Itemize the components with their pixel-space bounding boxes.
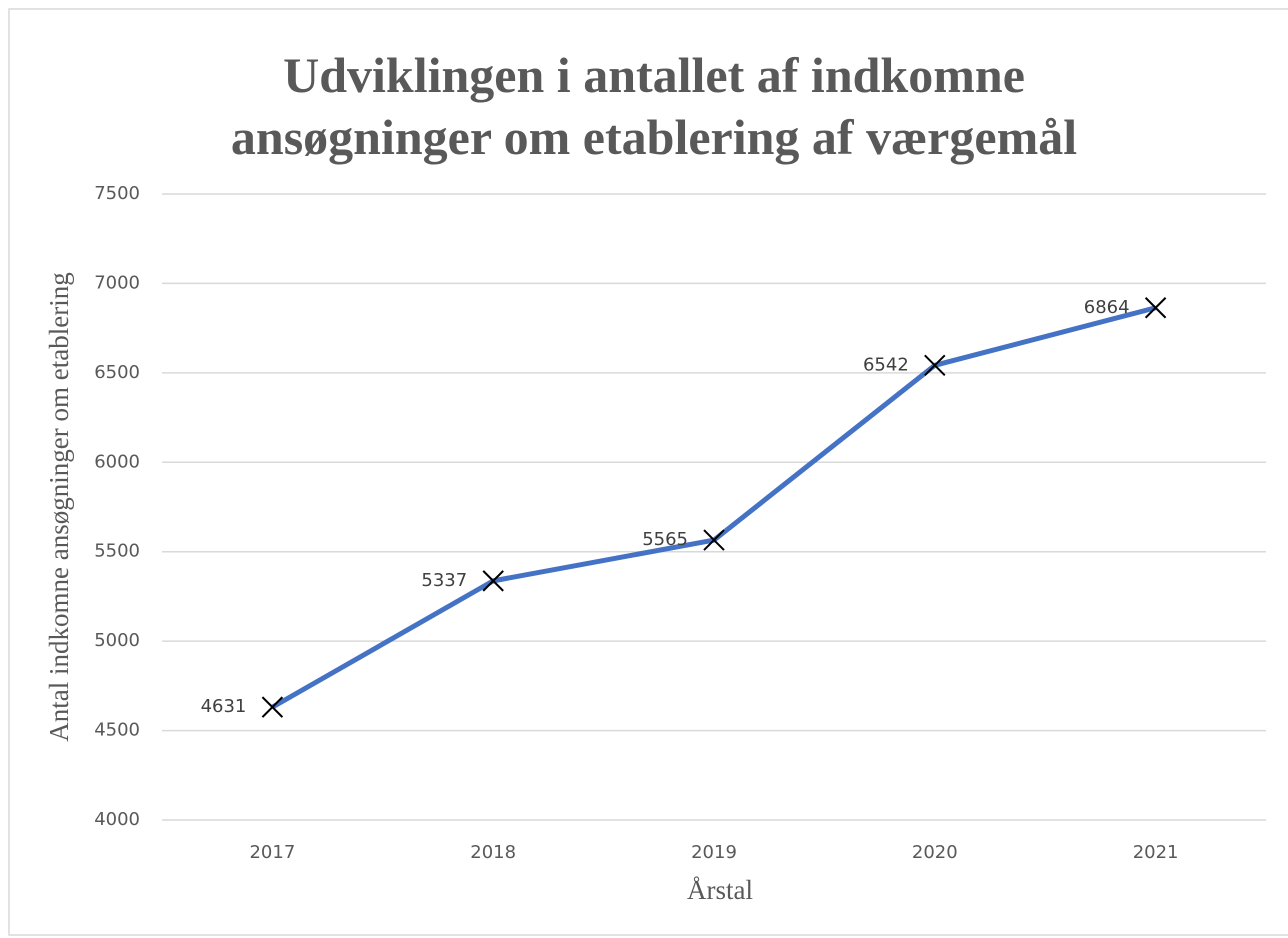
- x-axis-title: Årstal: [687, 875, 753, 905]
- y-tick-label: 4500: [94, 720, 140, 741]
- y-tick-label: 6500: [94, 362, 140, 383]
- y-tick-label: 5500: [94, 541, 140, 562]
- x-tick-label: 2019: [691, 842, 737, 863]
- x-tick-label: 2017: [249, 842, 295, 863]
- marker: [261, 696, 284, 718]
- data-label: 6542: [863, 354, 909, 375]
- y-tick-label: 5000: [94, 630, 140, 651]
- chart-title: Udviklingen i antallet af indkomne ansøg…: [230, 47, 1078, 165]
- y-tick-label: 4000: [94, 809, 140, 830]
- x-tick-label: 2018: [470, 842, 516, 863]
- marker: [924, 354, 946, 377]
- data-label: 5565: [642, 529, 688, 550]
- x-tick-label: 2020: [912, 842, 958, 863]
- y-tick-label: 7000: [94, 272, 140, 293]
- marker: [703, 529, 725, 551]
- data-label: 6864: [1084, 297, 1130, 318]
- y-tick-label: 7500: [94, 183, 140, 204]
- marker: [482, 570, 504, 592]
- y-axis-title: Antal indkomne ansøgninger om etablering: [44, 272, 74, 741]
- x-tick-label: 2021: [1133, 842, 1179, 863]
- marker: [1144, 297, 1167, 319]
- data-label: 4631: [201, 696, 247, 717]
- chart-border: [8, 8, 1288, 936]
- y-tick-label: 6000: [94, 451, 140, 472]
- data-label: 5337: [421, 570, 467, 591]
